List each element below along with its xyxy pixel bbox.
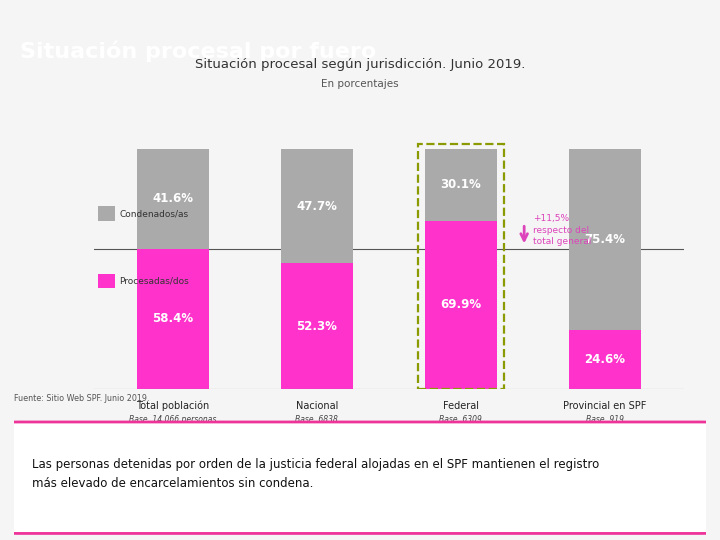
- Bar: [425, 149, 497, 221]
- Bar: [569, 330, 641, 389]
- Text: * Se excluyen 3 casos art. 34 Inc.1 CP: * Se excluyen 3 casos art. 34 Inc.1 CP: [106, 427, 240, 433]
- Text: Nacional: Nacional: [296, 401, 338, 411]
- Text: 58.4%: 58.4%: [152, 312, 194, 325]
- Text: Provincial en SPF: Provincial en SPF: [563, 401, 647, 411]
- Text: +11,5%
respecto del
total general: +11,5% respecto del total general: [533, 214, 591, 246]
- Text: Base. 6838: Base. 6838: [295, 415, 338, 424]
- Text: Base. 919: Base. 919: [586, 415, 624, 424]
- Bar: [98, 206, 115, 221]
- Bar: [418, 144, 504, 389]
- Text: 69.9%: 69.9%: [440, 299, 482, 312]
- Text: 24.6%: 24.6%: [585, 353, 625, 366]
- Text: Situación procesal según jurisdicción. Junio 2019.: Situación procesal según jurisdicción. J…: [195, 58, 525, 71]
- Text: Situación procesal por fuero: Situación procesal por fuero: [20, 41, 377, 63]
- Text: 30.1%: 30.1%: [441, 178, 481, 191]
- Bar: [281, 264, 353, 389]
- Text: Base. 6309: Base. 6309: [439, 415, 482, 424]
- Text: 41.6%: 41.6%: [153, 192, 193, 205]
- Text: Fuente: Sitio Web SPF. Junio 2019.: Fuente: Sitio Web SPF. Junio 2019.: [14, 394, 150, 403]
- Text: 47.7%: 47.7%: [297, 200, 337, 213]
- Text: Federal: Federal: [443, 401, 479, 411]
- Text: Total población: Total población: [136, 401, 210, 411]
- Bar: [137, 149, 209, 248]
- Text: 52.3%: 52.3%: [297, 320, 337, 333]
- Text: En porcentajes: En porcentajes: [321, 79, 399, 89]
- Text: Condenados/as: Condenados/as: [120, 209, 189, 218]
- Text: Las personas detenidas por orden de la justicia federal alojadas en el SPF manti: Las personas detenidas por orden de la j…: [32, 458, 599, 490]
- Bar: [281, 149, 353, 264]
- Bar: [98, 274, 115, 288]
- Text: 75.4%: 75.4%: [585, 233, 625, 246]
- Text: Base. 14.066 personas: Base. 14.066 personas: [129, 415, 217, 424]
- Bar: [137, 248, 209, 389]
- Bar: [425, 221, 497, 389]
- Text: Procesadas/dos: Procesadas/dos: [120, 276, 189, 285]
- Bar: [569, 149, 641, 330]
- FancyBboxPatch shape: [0, 422, 720, 534]
